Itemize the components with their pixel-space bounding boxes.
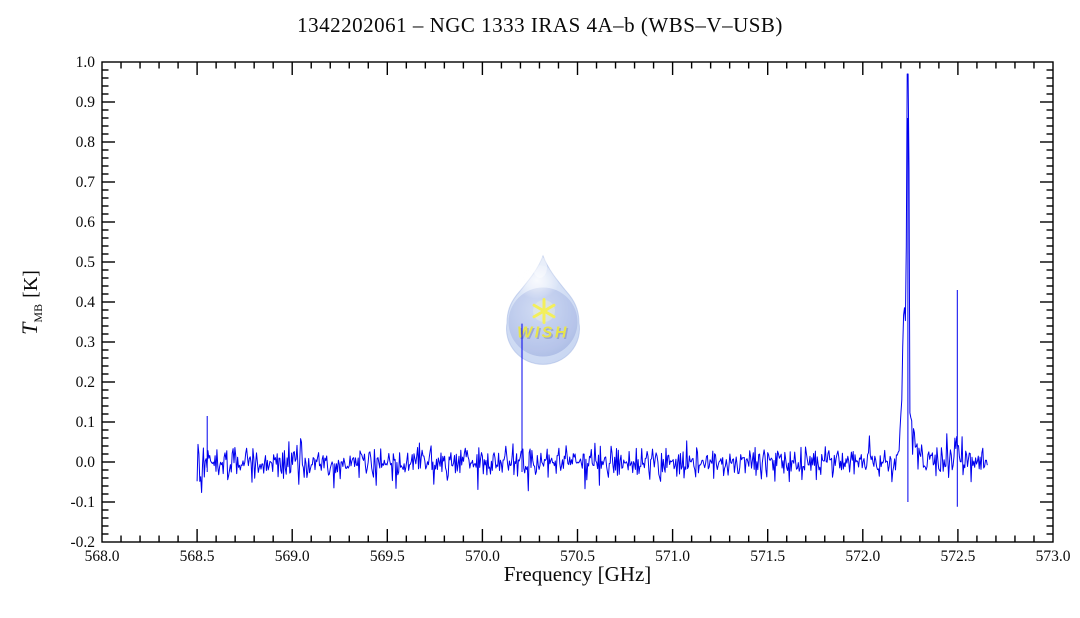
wish-text-shadow: WISH: [519, 326, 571, 343]
x-tick-label: 569.5: [370, 548, 405, 565]
tick-labels: 568.0 568.5 569.0 569.5 570.0 570.5 571.0 571.5…: [70, 54, 1070, 565]
y-tick-label: 0.3: [76, 334, 96, 351]
plot-title: 1342202061 – NGC 1333 IRAS 4A–b (WBS–V–U…: [297, 13, 783, 37]
wish-text: WISH: [517, 325, 569, 342]
axes: [101, 61, 1054, 543]
y-tick-label: -0.1: [70, 494, 95, 511]
y-tick-label: -0.2: [70, 534, 95, 551]
x-tick-label: 572.0: [845, 548, 880, 565]
x-tick-label: 568.0: [85, 548, 120, 565]
x-tick-label: 572.5: [940, 548, 975, 565]
x-axis-label: Frequency [GHz]: [503, 562, 652, 586]
x-tick-label: 571.5: [750, 548, 785, 565]
y-tick-label: 0.4: [76, 294, 96, 311]
plot-frame: [101, 61, 1054, 543]
y-tick-label: 0.1: [76, 414, 95, 431]
x-tick-label: 573.0: [1036, 548, 1071, 565]
x-tick-label: 570.5: [560, 548, 595, 565]
y-tick-label: 0.0: [76, 454, 96, 471]
x-tick-label: 571.0: [655, 548, 690, 565]
y-tick-label: 1.0: [76, 54, 96, 71]
x-tick-label: 569.0: [275, 548, 310, 565]
y-tick-label: 0.5: [76, 254, 96, 271]
y-tick-label: 0.2: [76, 374, 95, 391]
x-tick-label: 568.5: [180, 548, 215, 565]
spectrum-trace: [196, 73, 988, 507]
x-tick-label: 570.0: [465, 548, 500, 565]
y-tick-label: 0.9: [76, 94, 96, 111]
y-tick-label: 0.8: [76, 134, 96, 151]
y-tick-label: 0.7: [76, 174, 96, 191]
star-icon: [532, 298, 556, 324]
y-tick-label: 0.6: [76, 214, 96, 231]
